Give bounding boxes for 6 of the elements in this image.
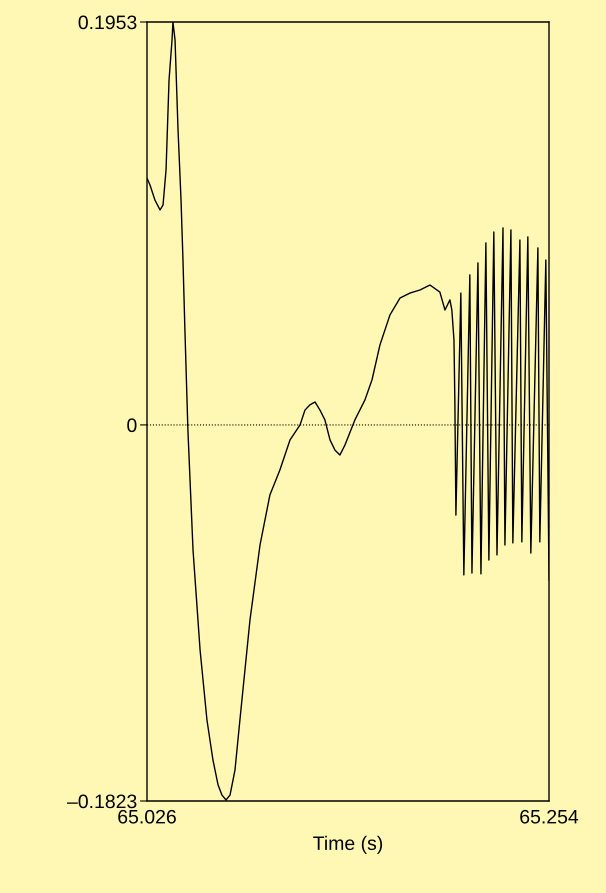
- y-tick-label: 0: [127, 418, 137, 432]
- x-tick-label: 65.026: [118, 810, 176, 824]
- y-tick-label: –0.1823: [67, 794, 136, 808]
- x-tick-label: 65.254: [520, 810, 578, 824]
- y-tick-label: 0.1953: [78, 15, 136, 30]
- x-axis-title: Time (s): [313, 836, 382, 854]
